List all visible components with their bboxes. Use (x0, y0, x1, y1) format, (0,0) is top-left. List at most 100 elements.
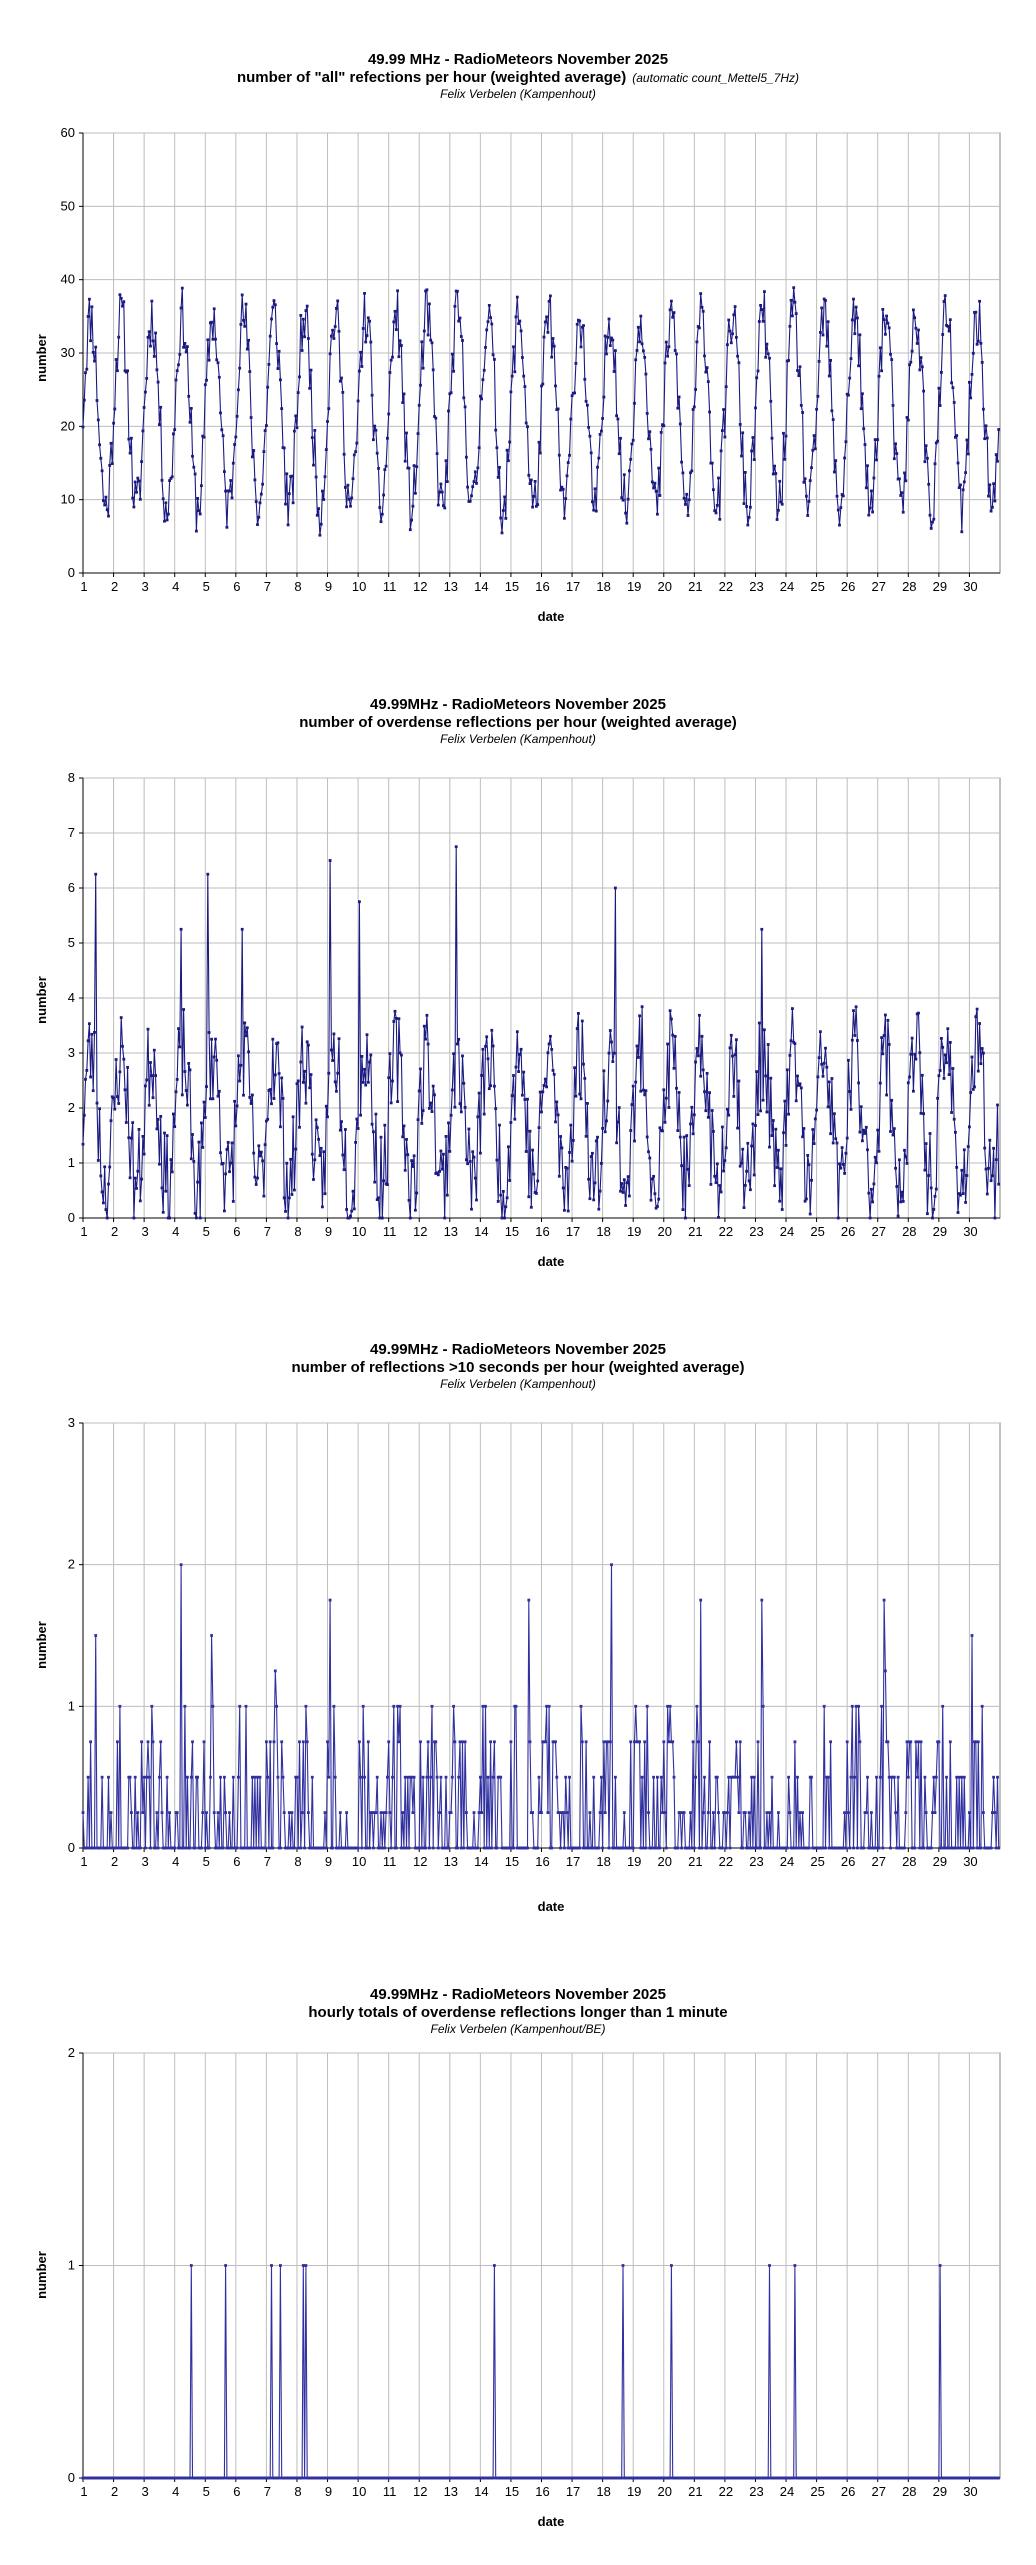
data-point (640, 1775, 644, 1779)
data-point (330, 1048, 333, 1052)
data-point (513, 370, 517, 374)
data-point (429, 338, 433, 342)
data-point (848, 376, 852, 380)
data-point (505, 1196, 509, 1200)
data-point (378, 1846, 382, 1850)
data-point (831, 418, 835, 421)
data-point (673, 349, 677, 352)
data-point (363, 1067, 366, 1071)
data-point (235, 414, 239, 418)
data-point (146, 1740, 150, 1744)
data-point (163, 519, 166, 523)
data-point (956, 461, 960, 465)
x-tick-label: 18 (596, 1224, 610, 1239)
data-point (270, 2264, 273, 2267)
data-point (349, 1214, 352, 1218)
x-tick-label: 27 (871, 1854, 885, 1869)
data-point (328, 859, 332, 862)
x-tick-label: 29 (933, 2484, 947, 2499)
data-point (219, 411, 222, 415)
data-point (282, 446, 286, 450)
data-point (580, 325, 584, 329)
data-point (103, 1165, 107, 1169)
data-point (447, 1121, 450, 1125)
data-point (662, 1088, 666, 1092)
data-point (472, 1155, 476, 1159)
y-tick-label: 0 (68, 1210, 75, 1225)
x-tick-label: 11 (383, 579, 397, 594)
data-point (526, 425, 529, 429)
data-point (436, 503, 440, 507)
data-point (531, 505, 534, 509)
data-point (797, 1084, 801, 1087)
data-point (102, 1201, 105, 1205)
data-point (256, 1176, 259, 1180)
data-point (617, 1106, 621, 1109)
data-point (717, 476, 720, 480)
data-point (554, 1120, 557, 1124)
data-point (610, 1040, 613, 1044)
data-point (312, 1178, 315, 1181)
data-point (116, 1740, 119, 1744)
data-point (619, 436, 622, 440)
data-point (491, 1044, 495, 1048)
data-point (337, 1037, 341, 1041)
data-point (300, 1811, 304, 1814)
data-point (759, 1846, 762, 1850)
data-point (982, 1811, 985, 1814)
data-point (605, 1119, 608, 1123)
data-point (216, 361, 220, 365)
data-point (428, 1846, 431, 1850)
data-point (805, 1197, 808, 1201)
data-point (416, 1118, 420, 1122)
data-point (189, 1775, 193, 1779)
data-point (285, 1161, 289, 1165)
data-point (382, 493, 385, 497)
data-point (285, 472, 289, 476)
data-point (602, 1069, 606, 1073)
data-point (132, 1216, 136, 1220)
data-point (801, 411, 804, 414)
data-point (789, 298, 793, 302)
x-tick-label: 20 (658, 579, 672, 594)
data-point (735, 336, 738, 339)
data-point (689, 1811, 692, 1814)
data-point (950, 381, 953, 385)
data-point (887, 326, 891, 330)
data-point (878, 346, 882, 350)
data-point (634, 1080, 638, 1084)
data-point (453, 1740, 457, 1744)
data-point (403, 459, 407, 463)
data-point (377, 1196, 380, 1200)
data-point (817, 360, 821, 363)
data-point (128, 1176, 132, 1180)
data-point (588, 434, 592, 438)
data-point (755, 1070, 759, 1073)
data-point (600, 1775, 603, 1779)
data-point (862, 427, 866, 431)
data-point (531, 1148, 534, 1152)
data-point (705, 1072, 709, 1075)
data-point (583, 1846, 587, 1850)
data-point (656, 1775, 659, 1779)
data-point (493, 358, 496, 361)
data-point (859, 1105, 863, 1109)
data-point (99, 456, 103, 460)
data-point (141, 1135, 145, 1138)
data-point (894, 1811, 897, 1814)
data-point (731, 1054, 734, 1058)
data-point (91, 351, 95, 354)
data-point (903, 471, 906, 475)
data-point (589, 1155, 593, 1158)
data-point (783, 457, 787, 461)
data-point (923, 1775, 927, 1779)
data-point (253, 1175, 257, 1179)
data-point (494, 428, 498, 432)
data-point (465, 455, 468, 459)
data-point (189, 1157, 193, 1161)
x-tick-label: 4 (172, 1224, 179, 1239)
data-point (276, 1775, 280, 1779)
data-point (93, 359, 96, 363)
data-point (873, 1846, 877, 1850)
data-point (258, 1775, 262, 1779)
